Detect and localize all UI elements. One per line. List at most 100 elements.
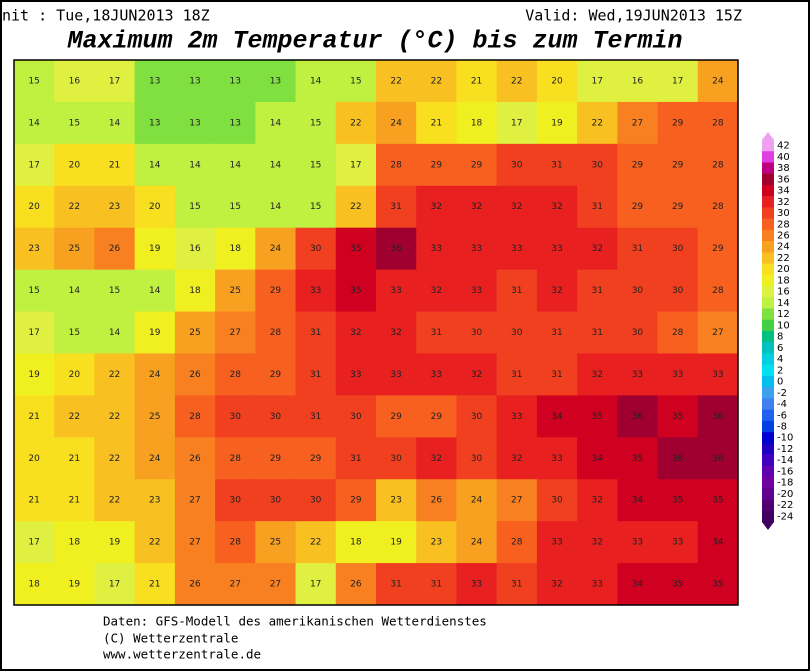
temperature-label: 29 — [672, 202, 684, 212]
map-border — [13, 59, 739, 606]
temperature-label: 28 — [712, 202, 724, 212]
temperature-cell — [134, 269, 176, 313]
temperature-cell — [496, 311, 538, 354]
temperature-cell — [94, 101, 136, 145]
temperature-cell — [496, 185, 538, 229]
temperature-label: 32 — [471, 370, 482, 380]
colorbar-label: -22 — [777, 500, 793, 511]
temperature-label: 35 — [712, 496, 723, 506]
colorbar-swatch — [762, 331, 774, 343]
temperature-label: 28 — [511, 538, 523, 548]
temperature-cell — [134, 311, 176, 354]
temperature-cell — [416, 101, 457, 145]
colorbar-swatch — [762, 432, 774, 444]
temperature-cell — [657, 563, 699, 606]
temperature-cell — [657, 269, 699, 313]
temperature-cell — [536, 479, 578, 522]
temperature-cell — [697, 101, 739, 145]
colorbar-swatch — [762, 387, 774, 399]
temperature-cell — [14, 521, 55, 564]
temperature-cell — [215, 353, 256, 396]
temperature-label: 22 — [109, 412, 120, 422]
temperature-cell — [536, 437, 578, 480]
temperature-label: 27 — [229, 328, 240, 338]
temperature-cell — [54, 101, 95, 145]
temperature-label: 17 — [28, 328, 39, 338]
temperature-cell — [496, 269, 538, 313]
temperature-label: 27 — [229, 580, 240, 590]
temperature-cell — [536, 563, 578, 606]
temperature-label: 18 — [350, 538, 362, 548]
temperature-cell — [376, 311, 417, 354]
temperature-label: 35 — [591, 412, 602, 422]
temperature-cell — [215, 60, 256, 103]
temperature-label: 30 — [632, 286, 644, 296]
colorbar-label: -8 — [777, 422, 787, 433]
temperature-cell — [94, 227, 136, 271]
temperature-label: 34 — [632, 580, 644, 590]
temperature-label: 23 — [28, 244, 39, 254]
temperature-cell — [416, 353, 457, 396]
temperature-label: 17 — [109, 580, 120, 590]
temperature-label: 21 — [28, 412, 39, 422]
temperature-label: 25 — [149, 412, 160, 422]
temperature-cell — [496, 563, 538, 606]
temperature-label: 30 — [270, 412, 282, 422]
temperature-label: 33 — [511, 244, 522, 254]
temperature-cell — [577, 395, 618, 438]
temperature-cell — [174, 60, 216, 103]
temperature-label: 30 — [229, 496, 241, 506]
temperature-label: 22 — [390, 76, 401, 86]
temperature-label: 17 — [310, 580, 321, 590]
temperature-label: 30 — [471, 328, 483, 338]
temperature-cell — [94, 143, 136, 187]
temperature-cell — [416, 185, 457, 229]
temperature-cell — [94, 311, 136, 354]
temperature-cell — [577, 479, 618, 522]
temperature-cell — [697, 395, 739, 438]
temperature-cell — [94, 479, 136, 522]
temperature-cell — [14, 479, 55, 522]
temperature-label: 19 — [149, 244, 161, 254]
temperature-cell — [577, 185, 618, 229]
colorbar-label: 40 — [777, 152, 790, 163]
temperature-label: 31 — [551, 160, 562, 170]
temperature-label: 15 — [310, 118, 321, 128]
temperature-label: 15 — [69, 328, 80, 338]
temperature-cell — [174, 101, 216, 145]
temperature-label: 24 — [712, 76, 724, 86]
temperature-cell — [174, 563, 216, 606]
temperature-cell — [617, 269, 659, 313]
map-title: Maximum 2m Temperatur (°C) bis zum Termi… — [66, 27, 682, 56]
temperature-cell — [54, 269, 95, 313]
temperature-cell — [697, 563, 739, 606]
temperature-label: 35 — [350, 286, 361, 296]
temperature-label: 32 — [390, 328, 401, 338]
temperature-label: 30 — [229, 412, 241, 422]
temperature-label: 31 — [591, 328, 602, 338]
temperature-cell — [54, 437, 95, 480]
temperature-cell — [54, 395, 95, 438]
colorbar-swatch — [762, 297, 774, 309]
colorbar-swatch — [762, 151, 774, 163]
temperature-cell — [536, 395, 578, 438]
temperature-cell — [215, 227, 256, 271]
temperature-cell — [617, 353, 659, 396]
temperature-cell — [134, 521, 176, 564]
temperature-label: 13 — [189, 118, 200, 128]
temperature-cell — [416, 227, 457, 271]
temperature-cell — [94, 563, 136, 606]
temperature-cell — [617, 437, 659, 480]
temperature-cell — [536, 269, 578, 313]
temperature-label: 33 — [712, 370, 723, 380]
colorbar: 424038363432302826242220181614121086420-… — [762, 132, 793, 530]
temperature-cell — [376, 185, 417, 229]
temperature-cell — [295, 395, 337, 438]
temperature-label: 28 — [270, 328, 282, 338]
temperature-label: 30 — [390, 454, 402, 464]
temperature-label: 31 — [511, 580, 522, 590]
temperature-cell — [416, 479, 457, 522]
temperature-cell — [255, 437, 297, 480]
temperature-cell — [376, 60, 417, 103]
colorbar-label: -20 — [777, 489, 793, 500]
